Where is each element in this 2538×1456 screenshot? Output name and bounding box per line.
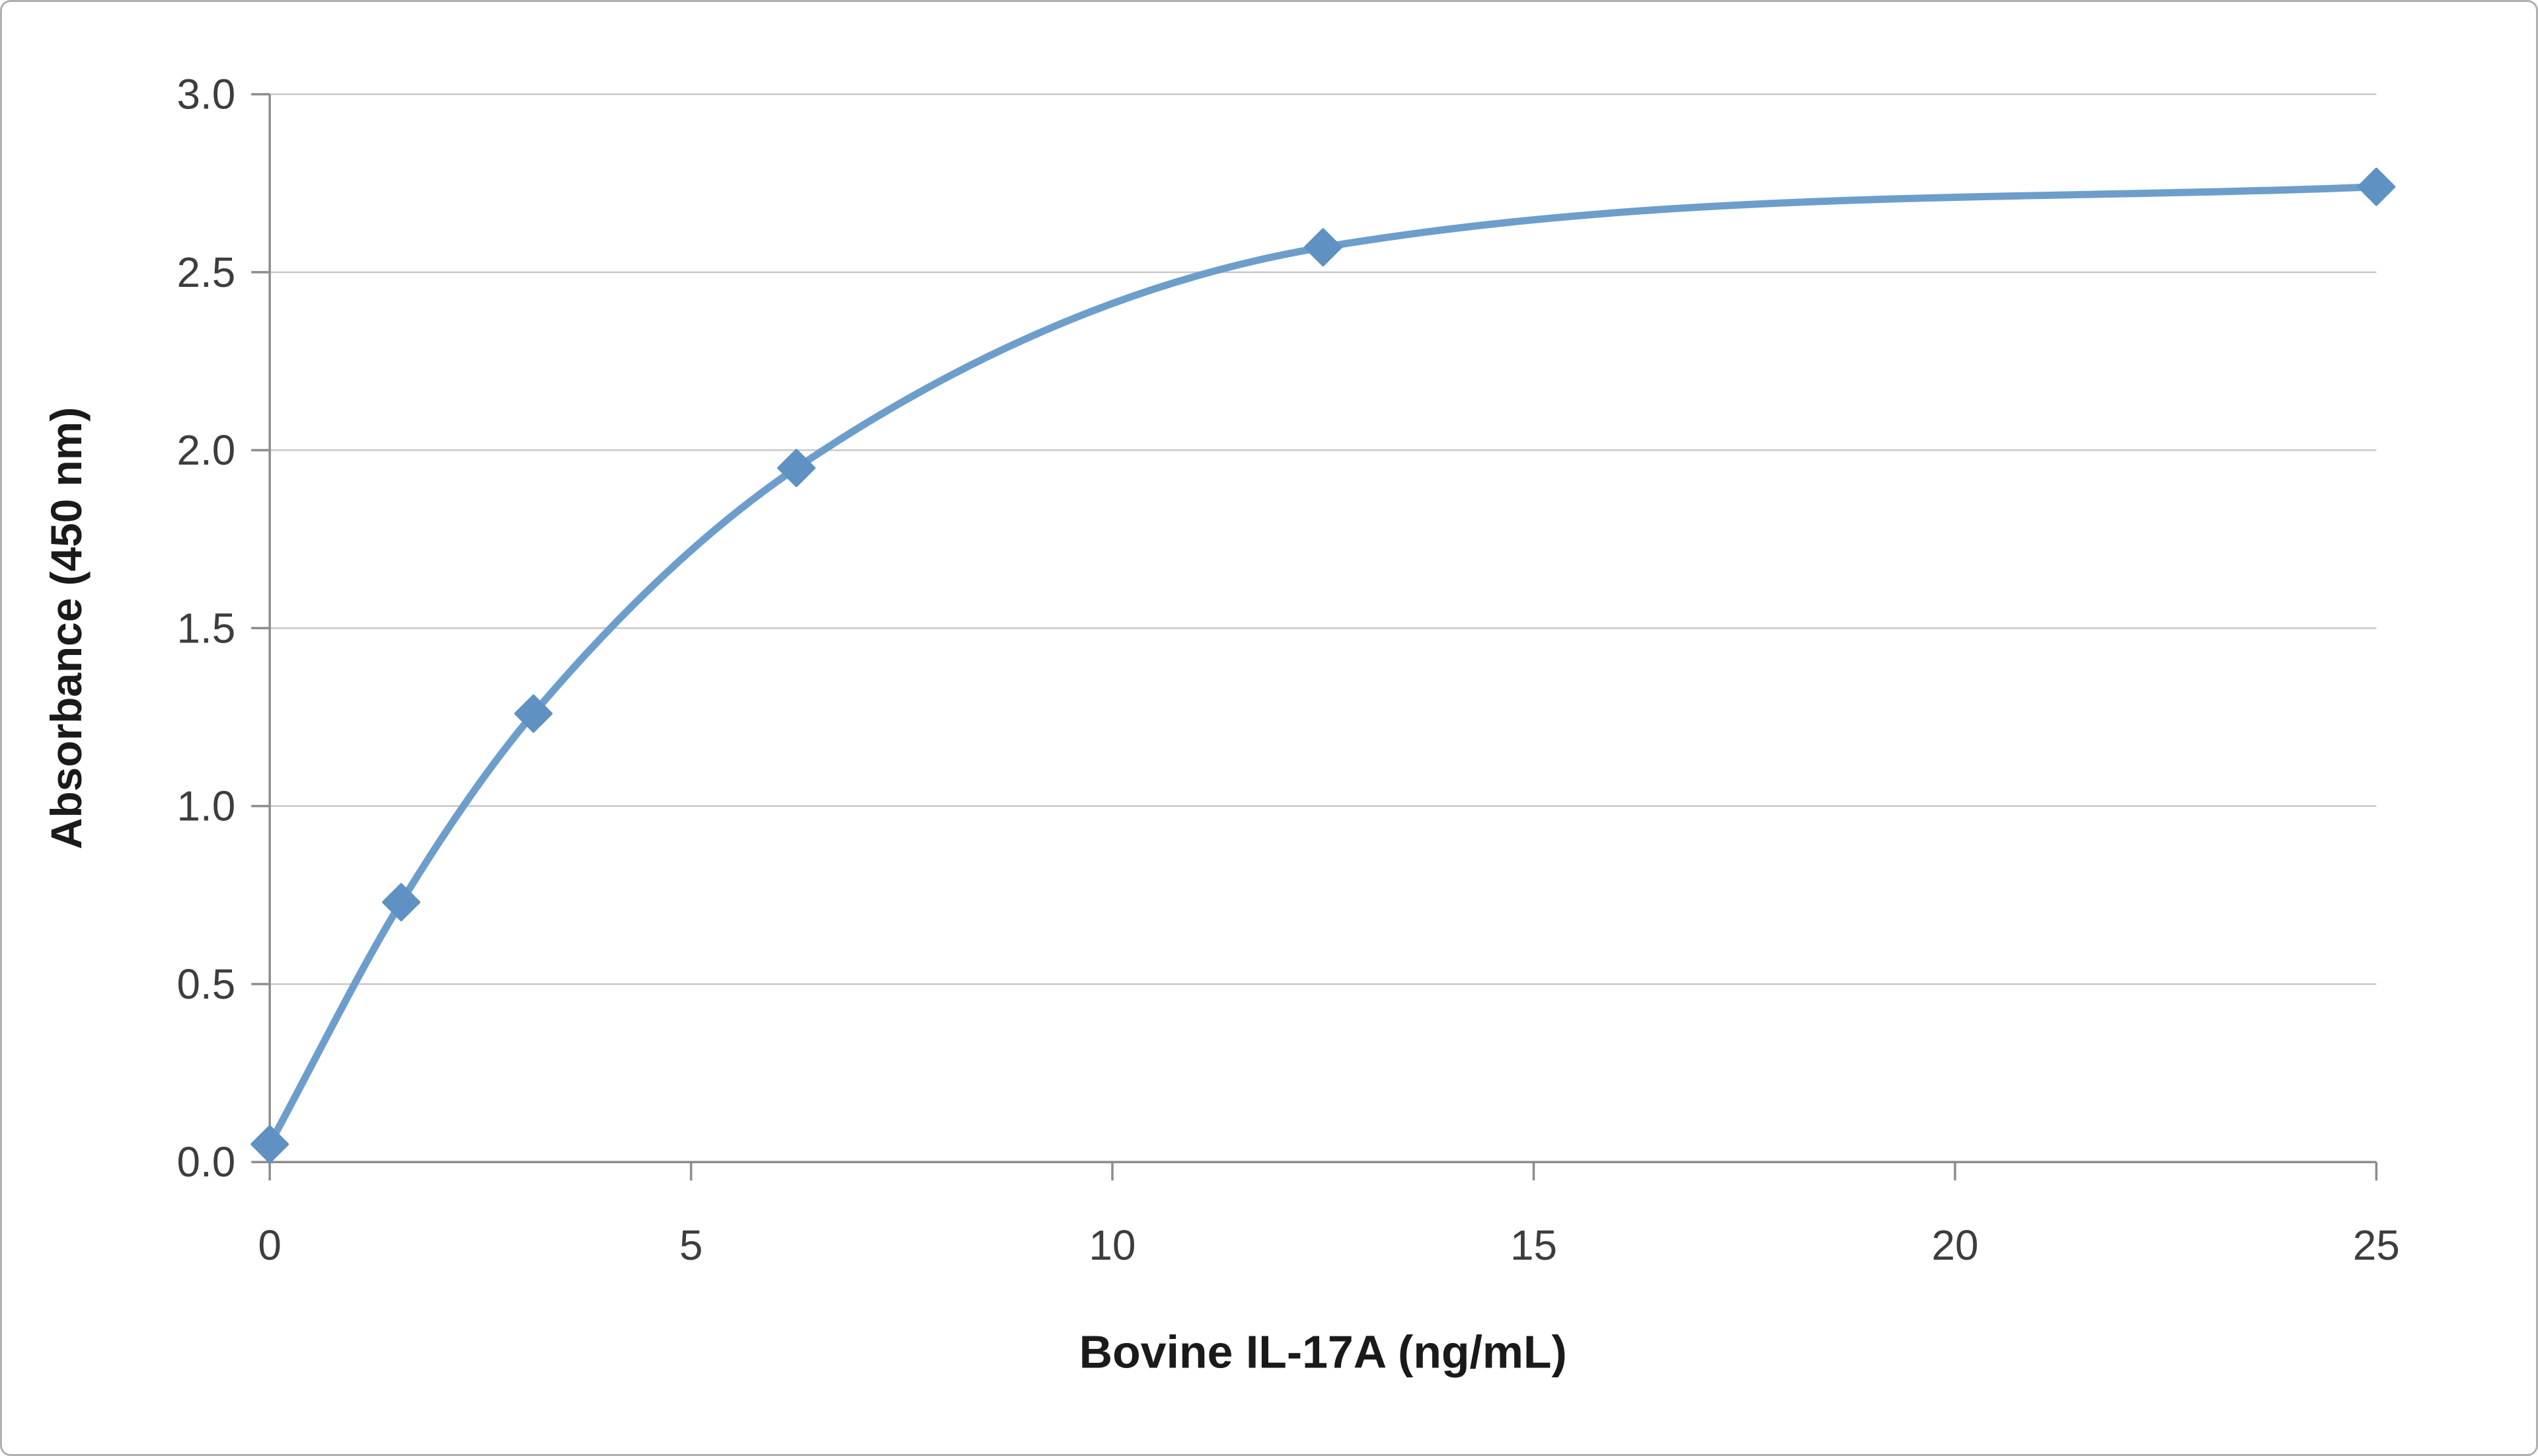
x-tick-label: 0	[258, 1221, 282, 1269]
x-tick-label: 5	[679, 1221, 703, 1269]
data-series	[250, 167, 2396, 1164]
x-axis-title: Bovine IL-17A (ng/mL)	[1079, 1326, 1567, 1377]
data-point-marker	[514, 694, 553, 733]
y-tick-label: 1.0	[177, 783, 236, 830]
y-axis-title: Absorbance (450 nm)	[42, 407, 91, 849]
data-point-marker	[250, 1125, 289, 1164]
y-tick-label: 0.0	[177, 1138, 236, 1186]
data-point-marker	[2357, 167, 2396, 206]
y-tick-label: 0.5	[177, 960, 236, 1008]
data-point-marker	[777, 449, 816, 487]
data-point-marker	[1303, 228, 1342, 267]
x-tick-label: 10	[1089, 1221, 1136, 1269]
x-tick-label: 20	[1931, 1221, 1978, 1269]
x-tick-label: 25	[2353, 1221, 2400, 1269]
y-tick-label: 2.0	[177, 426, 236, 474]
axis-titles: Absorbance (450 nm) Bovine IL-17A (ng/mL…	[42, 407, 1567, 1378]
y-tick-label: 2.5	[177, 249, 236, 296]
data-point-marker	[382, 883, 420, 922]
axes: 0 5 10 15 20 25 0.0 0.5 1.0 1.5 2.0 2.5 3.0	[177, 71, 2400, 1269]
y-tick-label: 3.0	[177, 71, 236, 118]
y-tick-label: 1.5	[177, 604, 236, 652]
gridlines	[270, 93, 2377, 985]
standard-curve-line	[266, 183, 2380, 1148]
x-tick-label: 15	[1510, 1221, 1557, 1269]
